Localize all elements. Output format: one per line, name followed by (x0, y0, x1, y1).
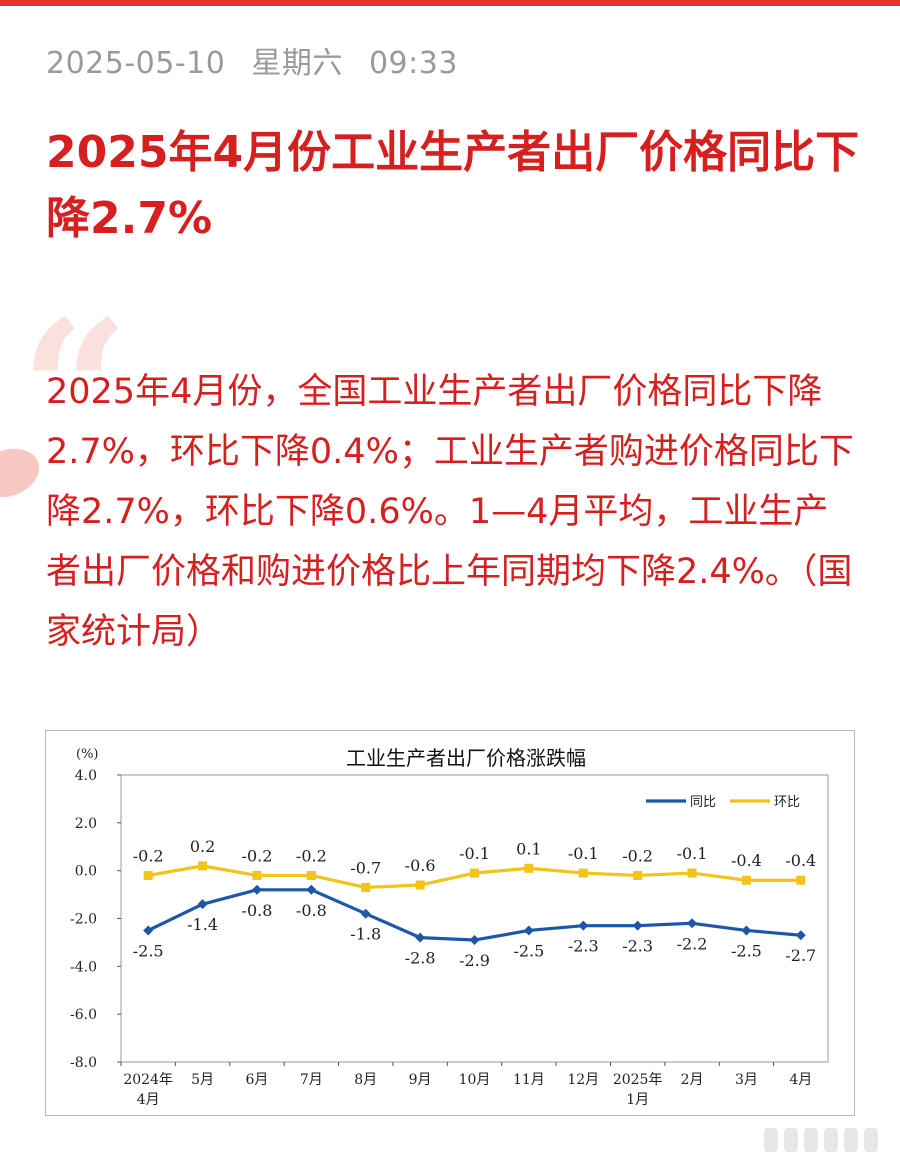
data-label: -0.1 (568, 844, 599, 863)
data-label: -2.5 (133, 941, 164, 960)
x-tick-label: 7月 (300, 1072, 323, 1088)
data-label: -0.2 (622, 846, 653, 865)
data-label: -2.5 (731, 941, 762, 960)
data-point (143, 870, 153, 880)
data-label: -0.8 (296, 901, 327, 920)
data-point (795, 930, 806, 941)
x-tick-label: 5月 (191, 1072, 214, 1088)
bottom-area (0, 1118, 900, 1164)
data-label: -0.2 (242, 846, 273, 865)
data-point (415, 880, 425, 890)
data-point (741, 875, 751, 885)
data-label: -0.2 (133, 846, 164, 865)
page-dot (864, 1128, 878, 1152)
y-tick-label: -2.0 (70, 912, 97, 928)
data-point (197, 899, 208, 910)
data-point (469, 935, 480, 946)
data-point (687, 868, 697, 878)
top-accent-bar (0, 0, 900, 6)
data-label: -0.4 (731, 851, 762, 870)
x-tick-label: 4月 (137, 1092, 160, 1108)
publish-date: 2025-05-10 (46, 46, 226, 81)
data-label: -1.4 (187, 915, 218, 934)
data-point (578, 920, 589, 931)
publish-time: 09:33 (368, 46, 458, 81)
y-tick-label: 0.0 (75, 864, 97, 880)
y-tick-label: 2.0 (75, 816, 97, 832)
x-tick-label: 3月 (735, 1072, 758, 1088)
y-unit-label: (%) (76, 747, 99, 762)
data-label: -0.4 (785, 851, 816, 870)
data-point (633, 870, 643, 880)
data-point (415, 932, 426, 943)
y-tick-label: 4.0 (75, 768, 97, 784)
x-tick-label: 2025年 (613, 1072, 663, 1088)
data-label: -0.1 (677, 844, 708, 863)
x-tick-label: 1月 (626, 1092, 649, 1108)
data-point (198, 861, 208, 871)
data-label: -0.2 (296, 846, 327, 865)
data-point (687, 918, 698, 929)
data-label: -2.3 (568, 937, 599, 956)
data-label: -2.3 (622, 937, 653, 956)
x-tick-label: 8月 (354, 1072, 377, 1088)
data-point (741, 925, 752, 936)
publish-datetime: 2025-05-10 星期六 09:33 (46, 38, 474, 82)
data-point (360, 908, 371, 919)
plot-frame (120, 774, 829, 1063)
data-label: -2.5 (513, 941, 544, 960)
x-tick-label: 12月 (567, 1072, 599, 1088)
data-point (361, 882, 371, 892)
ppi-chart: 工业生产者出厂价格涨跌幅 (%) 4.0 2.0 0.0 -2.0 -4.0 -6.0 -8… (45, 730, 855, 1116)
page-dot (764, 1128, 778, 1152)
data-point (252, 870, 262, 880)
publish-weekday: 星期六 (251, 46, 343, 81)
page-dot (824, 1128, 838, 1152)
x-tick-label: 9月 (409, 1072, 432, 1088)
chart-title: 工业生产者出厂价格涨跌幅 (346, 746, 586, 770)
quote-mark-icon: “ (20, 279, 130, 502)
x-tick-label: 2024年 (123, 1072, 173, 1088)
data-label: -0.7 (350, 858, 381, 877)
data-label: -2.2 (677, 934, 708, 953)
page-dot (844, 1128, 858, 1152)
data-label: -0.1 (459, 844, 490, 863)
data-point (143, 925, 154, 936)
x-tick-label: 10月 (459, 1072, 491, 1088)
page-dot (804, 1128, 818, 1152)
x-tick-label: 6月 (246, 1072, 269, 1088)
data-point (796, 875, 806, 885)
y-tick-label: -6.0 (70, 1007, 97, 1023)
chart-canvas: 工业生产者出厂价格涨跌幅 (%) 4.0 2.0 0.0 -2.0 -4.0 -6.0 -8… (70, 746, 829, 1108)
data-label: -2.9 (459, 951, 490, 970)
data-point (251, 884, 262, 895)
quote-paragraph: 2025年4月份，全国工业生产者出厂价格同比下降2.7%，环比下降0.4%；工业… (46, 372, 854, 652)
data-point (578, 868, 588, 878)
x-tick-label: 2月 (681, 1072, 704, 1088)
data-label: -2.7 (785, 946, 816, 965)
legend-label: 环比 (774, 795, 800, 810)
data-label: 0.2 (190, 837, 215, 856)
article-quote: 2025年4月份，全国工业生产者出厂价格同比下降2.7%，环比下降0.4%；工业… (46, 362, 861, 662)
legend-label: 同比 (690, 795, 716, 810)
data-point (306, 870, 316, 880)
data-label: -0.8 (242, 901, 273, 920)
data-label: -2.8 (405, 949, 436, 968)
data-label: -0.6 (405, 856, 436, 875)
data-point (306, 884, 317, 895)
x-tick-label: 4月 (789, 1072, 812, 1088)
data-point (632, 920, 643, 931)
data-point (523, 925, 534, 936)
x-tick-label: 11月 (513, 1072, 545, 1088)
data-label: 0.1 (516, 839, 541, 858)
data-point (524, 863, 534, 873)
data-point (470, 868, 479, 878)
article-headline: 2025年4月份工业生产者出厂价格同比下降2.7% (46, 127, 860, 244)
image-page-indicator (764, 1128, 878, 1152)
y-tick-label: -8.0 (70, 1055, 97, 1071)
data-label: -1.8 (350, 925, 381, 944)
page-dot (784, 1128, 798, 1152)
y-tick-label: -4.0 (70, 959, 97, 975)
